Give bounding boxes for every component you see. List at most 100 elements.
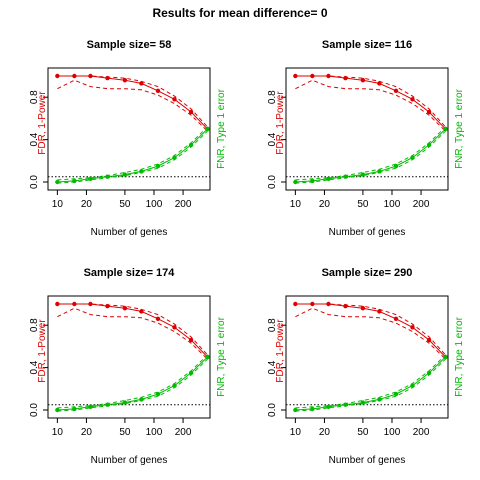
x-tick-label: 50 [119, 199, 131, 210]
data-point [293, 407, 298, 413]
data-point [360, 306, 366, 311]
data-point [105, 303, 110, 309]
data-point [122, 306, 128, 311]
series-line-4 [57, 356, 208, 411]
x-tick-label: 100 [384, 199, 401, 210]
plot-frame [47, 67, 211, 191]
y-axis-label-right: FNR, Type 1 error [216, 88, 227, 169]
series-line-3 [57, 79, 208, 132]
y-tick-label: 0.4 [29, 360, 40, 374]
plot-frame [47, 295, 211, 419]
data-point [139, 309, 144, 314]
x-tick-label: 100 [146, 427, 163, 438]
series-line-4 [57, 128, 208, 183]
data-point [155, 163, 161, 169]
data-point [326, 404, 331, 410]
x-axis-label: Number of genes [91, 227, 168, 238]
x-tick-label: 10 [52, 199, 64, 210]
x-axis-label: Number of genes [329, 227, 406, 238]
figure-title: Results for mean difference= 0 [152, 6, 328, 20]
data-point [326, 301, 331, 307]
data-point [343, 75, 348, 81]
series-line-1 [295, 75, 446, 130]
series-line-2 [57, 303, 208, 356]
y-tick-label: 0.0 [29, 403, 40, 417]
series-line-4 [295, 356, 446, 411]
panel-title: Sample size= 174 [84, 267, 176, 279]
y-axis-label-right: FNR, Type 1 error [454, 316, 465, 397]
series-line-5 [57, 354, 208, 409]
x-tick-label: 200 [175, 427, 192, 438]
x-tick-label: 50 [119, 427, 131, 438]
data-point [377, 309, 382, 314]
data-point [393, 88, 399, 94]
series-line-1 [295, 303, 446, 358]
series-line-5 [57, 126, 208, 181]
y-axis-label-left: FDR, 1-Power [37, 319, 48, 383]
series-line-6 [295, 358, 446, 412]
x-axis-label: Number of genes [329, 455, 406, 466]
data-point [360, 78, 366, 83]
data-point [293, 73, 298, 79]
y-axis-label-left: FDR, 1-Power [275, 319, 286, 383]
data-point [172, 325, 177, 330]
data-point [55, 301, 60, 307]
y-tick-label: 0.8 [29, 90, 40, 104]
data-point [293, 301, 298, 307]
data-point [55, 73, 60, 79]
data-point [55, 179, 60, 185]
x-tick-label: 100 [384, 427, 401, 438]
data-point [55, 407, 60, 413]
data-point [410, 97, 415, 102]
series-line-3 [295, 79, 446, 132]
x-tick-label: 20 [319, 427, 331, 438]
x-tick-label: 10 [52, 427, 64, 438]
x-tick-label: 200 [413, 427, 430, 438]
series-line-3 [295, 307, 446, 360]
y-axis-label-right: FNR, Type 1 error [216, 316, 227, 397]
data-point [426, 337, 432, 343]
series-line-6 [57, 358, 208, 412]
x-tick-label: 20 [81, 199, 93, 210]
series-line-1 [57, 303, 208, 358]
data-point [88, 176, 93, 182]
data-point [155, 316, 161, 322]
panel-title: Sample size= 58 [87, 39, 172, 51]
y-tick-label: 0.0 [267, 175, 278, 189]
series-line-6 [57, 130, 208, 184]
data-point [155, 391, 161, 397]
panel-title: Sample size= 290 [322, 267, 413, 279]
plot-frame [285, 67, 449, 191]
y-tick-label: 0.0 [29, 175, 40, 189]
data-point [105, 75, 110, 81]
plot-frame [285, 295, 449, 419]
series-line-4 [295, 128, 446, 183]
series-line-5 [295, 126, 446, 181]
y-axis-label-left: FDR, 1-Power [275, 91, 286, 155]
panel-title: Sample size= 116 [322, 39, 412, 51]
data-point [155, 88, 161, 94]
data-point [88, 404, 93, 410]
data-point [393, 391, 399, 397]
y-axis-label-left: FDR, 1-Power [37, 91, 48, 155]
y-axis-label-right: FNR, Type 1 error [454, 88, 465, 169]
data-point [188, 337, 194, 343]
data-point [326, 73, 331, 79]
data-point [122, 78, 128, 83]
data-point [393, 163, 399, 169]
data-point [188, 109, 194, 115]
y-tick-label: 0.4 [267, 132, 278, 146]
x-tick-label: 10 [290, 199, 302, 210]
series-line-5 [295, 354, 446, 409]
plot-panel-1: Sample size= 58 10 20 50 100 200 0.0 0.4 0.8 Numb… [29, 39, 227, 238]
data-point [426, 109, 432, 115]
x-tick-label: 100 [146, 199, 163, 210]
data-point [293, 179, 298, 185]
y-tick-label: 0.8 [267, 90, 278, 104]
x-tick-label: 50 [357, 427, 369, 438]
plot-panel-3: Sample size= 174 10 20 50 100 200 0.0 0.4 0.8 Num… [29, 267, 227, 466]
series-line-2 [295, 75, 446, 128]
y-tick-label: 0.8 [29, 318, 40, 332]
